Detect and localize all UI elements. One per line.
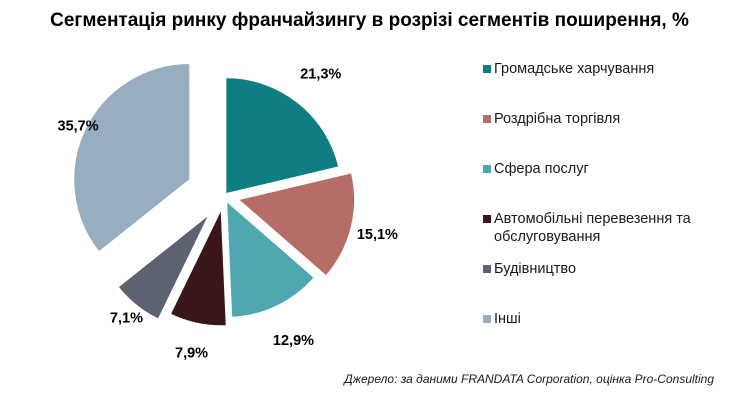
pie-slice	[169, 209, 227, 327]
pie-slice	[73, 62, 191, 253]
legend-swatch	[483, 115, 491, 123]
legend-swatch	[483, 315, 491, 323]
legend-item: Будівництво	[483, 260, 733, 278]
slice-value-label: 7,1%	[110, 311, 143, 327]
legend-label: Інші	[494, 311, 521, 327]
legend-item: Інші	[483, 310, 733, 328]
legend-label: Будівництво	[494, 261, 577, 277]
legend-label: Сфера послуг	[494, 161, 589, 177]
legend-item: Сфера послуг	[483, 160, 733, 178]
pie-slice	[226, 200, 315, 318]
pie-slice	[117, 214, 210, 320]
legend-item: Автомобільні перевезення та обслуговуван…	[483, 210, 733, 246]
legend-label: Роздрібна торгівля	[494, 111, 621, 127]
pie-slice	[225, 77, 340, 195]
legend-item: Громадське харчування	[483, 60, 733, 78]
slice-value-label: 15,1%	[357, 227, 398, 243]
legend-swatch	[483, 265, 491, 273]
slice-value-label: 21,3%	[300, 67, 341, 83]
pie-slice	[237, 172, 356, 277]
legend-item: Роздрібна торгівля	[483, 110, 733, 128]
legend-swatch	[483, 165, 491, 173]
slice-value-label: 12,9%	[273, 333, 314, 349]
slice-value-label: 7,9%	[175, 346, 208, 362]
source-note: Джерело: за даними FRANDATA Corporation,…	[344, 372, 714, 386]
legend-label: Автомобільні перевезення та обслуговуван…	[494, 211, 691, 245]
legend-label: Громадське харчування	[494, 61, 655, 77]
chart-title: Сегментація ринку франчайзингу в розрізі…	[50, 10, 689, 31]
legend-swatch	[483, 215, 491, 223]
slice-value-label: 35,7%	[58, 119, 99, 135]
legend-swatch	[483, 65, 491, 73]
